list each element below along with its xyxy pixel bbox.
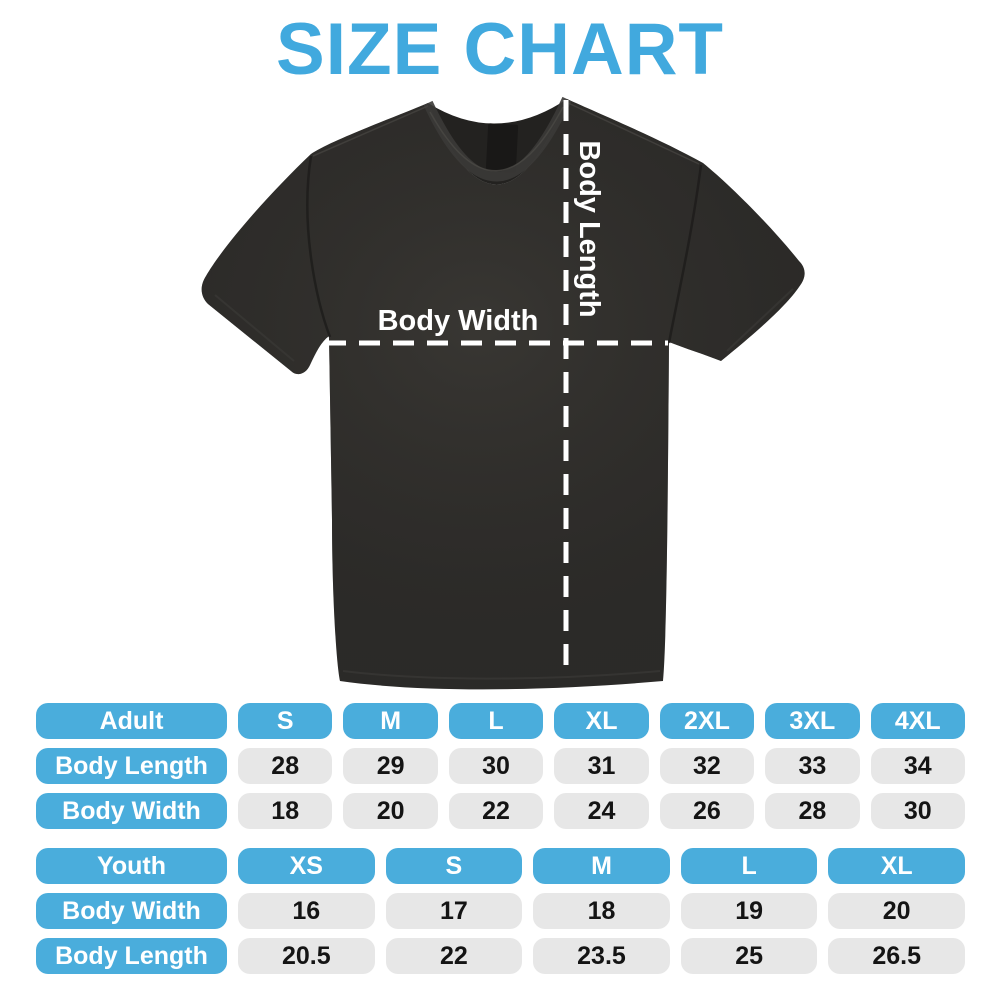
size-pill: 3XL <box>765 703 860 739</box>
armhole-seam-left <box>306 155 332 338</box>
row-label-pill: Body Length <box>36 938 227 974</box>
value-pill: 26 <box>659 793 755 829</box>
value-pill: 32 <box>659 748 755 784</box>
size-pill: 4XL <box>870 703 965 739</box>
value-pill: 33 <box>765 748 860 784</box>
shoulder-seam-right <box>565 101 700 165</box>
adult-size-table: Adult S M L XL 2XL 3XL 4XL Body Length 2… <box>36 703 965 829</box>
value-pill: 29 <box>343 748 438 784</box>
size-pill: 2XL <box>659 703 755 739</box>
value-pill: 18 <box>533 893 670 929</box>
value-pill: 34 <box>870 748 965 784</box>
value-pill: 26.5 <box>828 938 965 974</box>
value-pill: 28 <box>238 748 333 784</box>
care-tag <box>485 123 519 173</box>
value-pill: 24 <box>554 793 649 829</box>
cuff-stitch-right <box>726 288 794 352</box>
size-pill: L <box>680 848 818 884</box>
value-pill: 25 <box>680 938 818 974</box>
adult-table-label: Adult <box>36 703 227 739</box>
value-pill: 17 <box>385 893 523 929</box>
value-pill: 20 <box>343 793 438 829</box>
row-label-pill: Body Width <box>36 893 227 929</box>
size-pill: S <box>238 703 333 739</box>
size-pill: M <box>343 703 438 739</box>
value-pill: 31 <box>554 748 649 784</box>
value-pill: 30 <box>870 793 965 829</box>
hem-stitch <box>342 670 661 680</box>
size-pill: XS <box>238 848 375 884</box>
cuff-stitch-left <box>214 294 295 362</box>
shoulder-seam-left <box>312 105 429 157</box>
row-label-pill: Body Length <box>36 748 227 784</box>
value-pill: 23.5 <box>533 938 670 974</box>
size-pill: XL <box>828 848 965 884</box>
value-pill: 20.5 <box>238 938 375 974</box>
size-pill: XL <box>554 703 649 739</box>
size-pill: M <box>533 848 670 884</box>
value-pill: 20 <box>828 893 965 929</box>
value-pill: 22 <box>385 938 523 974</box>
value-pill: 18 <box>238 793 333 829</box>
page-title: SIZE CHART <box>276 9 724 90</box>
value-pill: 19 <box>680 893 818 929</box>
collar-band-stitch <box>429 106 564 172</box>
value-pill: 22 <box>448 793 544 829</box>
body-length-label: Body Length <box>573 140 605 317</box>
value-pill: 16 <box>238 893 375 929</box>
row-label-pill: Body Width <box>36 793 227 829</box>
size-pill: L <box>448 703 544 739</box>
body-width-label: Body Width <box>378 305 539 337</box>
youth-table-label: Youth <box>36 848 227 884</box>
size-pill: S <box>385 848 523 884</box>
value-pill: 28 <box>765 793 860 829</box>
youth-size-table: Youth XS S M L XL Body Width 16 17 18 19… <box>36 848 965 974</box>
value-pill: 30 <box>448 748 544 784</box>
armhole-seam-right <box>667 164 703 344</box>
